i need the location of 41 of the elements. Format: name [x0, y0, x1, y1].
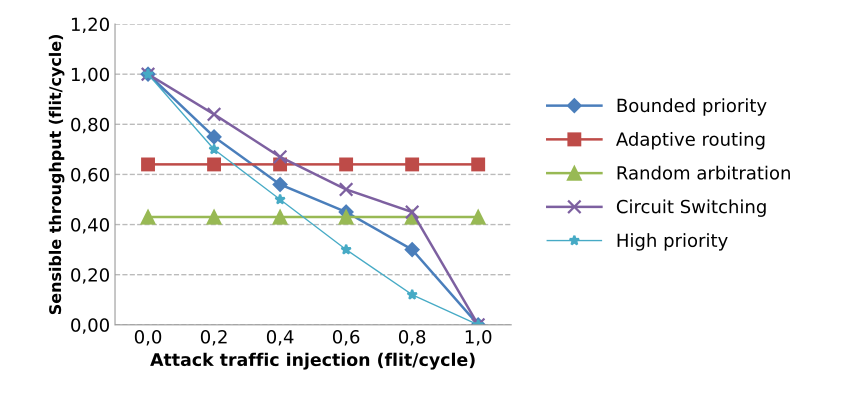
point	[404, 204, 420, 220]
point	[207, 157, 222, 172]
y-tick-label: 1,00	[72, 68, 109, 84]
x-tick-label: 0,0	[134, 330, 162, 346]
y-tick-label: 1,20	[72, 18, 109, 34]
point	[340, 244, 352, 255]
point	[272, 150, 288, 164]
x-tick-label: 1,0	[466, 330, 492, 346]
point	[206, 209, 222, 225]
y-axis-title: Sensible throughput (flit/cycle)	[48, 34, 64, 314]
y-tick-label: 0,20	[71, 268, 109, 284]
y-tick-label: 0,40	[71, 218, 109, 234]
point	[338, 182, 354, 197]
point	[206, 129, 222, 144]
point	[338, 209, 354, 225]
point	[272, 209, 288, 225]
point	[272, 176, 288, 192]
point	[274, 194, 286, 205]
x-tick-label: 0,4	[266, 330, 294, 346]
point	[141, 157, 155, 172]
legend-label: Adaptive routing	[616, 132, 764, 150]
legend-label: Circuit Switching	[616, 199, 766, 217]
point	[406, 288, 418, 300]
point	[140, 209, 156, 225]
x-axis-title: Attack traffic injection (flit/cycle)	[150, 352, 475, 370]
legend-label: High priority	[618, 233, 728, 251]
point	[405, 157, 420, 172]
point	[206, 106, 222, 122]
legend-label: Random arbitration	[618, 166, 790, 180]
point	[404, 242, 420, 258]
point	[470, 209, 486, 225]
point	[339, 157, 354, 172]
y-tick-label: 0,00	[71, 318, 109, 334]
x-tick-label: 0,8	[398, 330, 426, 346]
y-tick-label: 0,80	[71, 118, 109, 134]
legend-label: Bounded priority	[618, 98, 767, 116]
point	[208, 143, 220, 154]
point	[471, 157, 486, 172]
x-tick-label: 0,6	[332, 330, 360, 346]
y-tick-label: 0,60	[71, 168, 109, 184]
x-tick-label: 0,2	[200, 330, 227, 346]
